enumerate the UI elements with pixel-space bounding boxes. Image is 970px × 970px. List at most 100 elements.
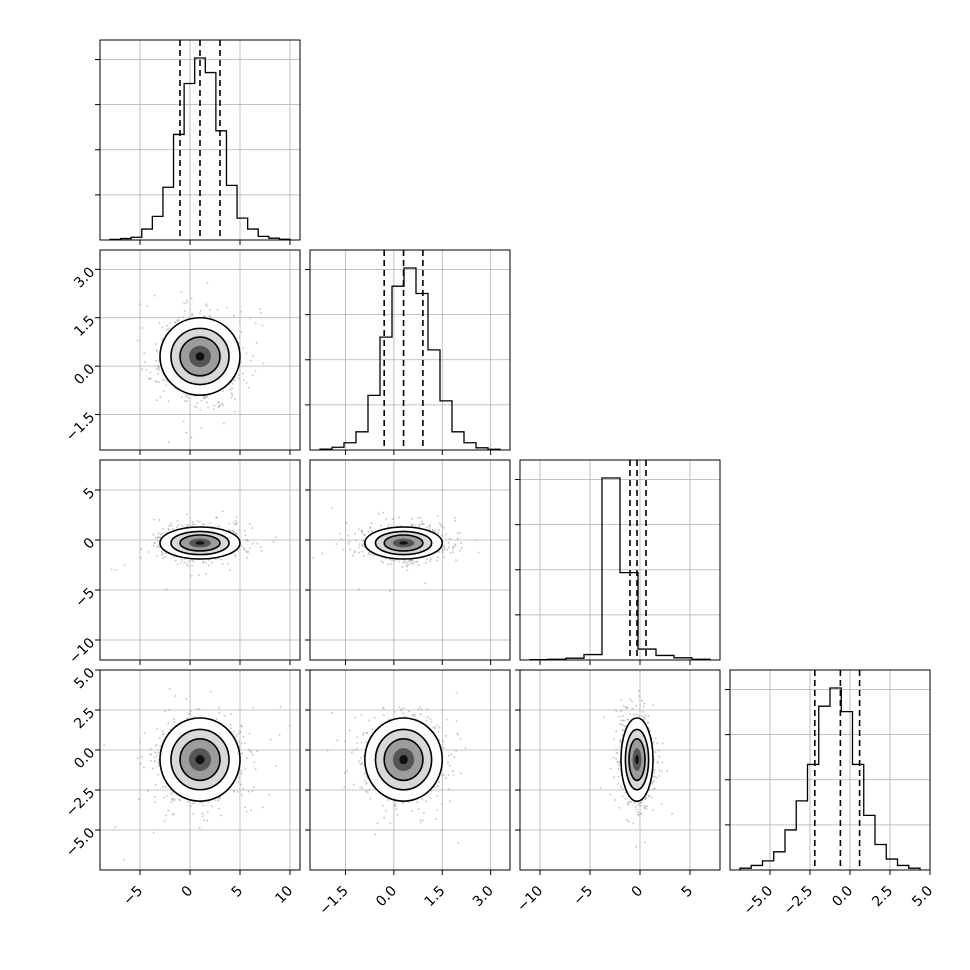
sample-point xyxy=(449,551,452,554)
sample-point xyxy=(190,297,193,300)
sample-point xyxy=(643,702,646,705)
sample-point xyxy=(146,305,149,308)
sample-point xyxy=(233,314,236,317)
sample-point xyxy=(453,756,456,759)
contour-2 xyxy=(383,534,424,552)
sample-point xyxy=(110,568,113,571)
sample-point xyxy=(232,790,235,793)
density-level-4 xyxy=(399,755,408,765)
sample-point xyxy=(396,813,399,816)
sample-point xyxy=(147,551,150,554)
sample-point xyxy=(442,740,445,743)
sample-point xyxy=(232,529,235,532)
sample-point xyxy=(343,740,346,743)
sample-point xyxy=(123,858,126,861)
sample-point xyxy=(239,731,242,734)
sample-point xyxy=(437,556,440,559)
sample-point xyxy=(189,713,192,716)
sample-point xyxy=(382,706,385,709)
sample-point xyxy=(360,756,363,759)
sample-point xyxy=(155,554,158,557)
sample-point xyxy=(417,808,420,811)
sample-point xyxy=(168,708,171,711)
sample-point xyxy=(181,524,184,527)
sample-point xyxy=(168,524,171,527)
sample-point xyxy=(635,808,638,811)
sample-point xyxy=(358,543,361,546)
sample-point xyxy=(222,422,225,425)
sample-point xyxy=(206,401,209,404)
contour-2 xyxy=(383,737,424,782)
histogram-2 xyxy=(529,477,711,660)
sample-point xyxy=(259,546,262,549)
sample-point xyxy=(167,722,170,725)
contour-1 xyxy=(170,327,230,386)
sample-point xyxy=(254,768,257,771)
sample-point xyxy=(171,797,174,800)
sample-point xyxy=(447,546,450,549)
sample-point xyxy=(438,550,441,553)
sample-point xyxy=(368,788,371,791)
sample-point xyxy=(186,299,189,302)
sample-point xyxy=(157,369,160,372)
sample-point xyxy=(167,528,170,531)
panel-1-0 xyxy=(95,249,301,455)
contour-1 xyxy=(374,728,433,791)
sample-point xyxy=(369,797,372,800)
sample-point xyxy=(428,657,430,659)
sample-point xyxy=(149,371,152,374)
sample-point xyxy=(407,563,410,566)
sample-point xyxy=(244,806,247,809)
sample-point xyxy=(438,522,441,525)
sample-point xyxy=(140,548,143,551)
sample-point xyxy=(153,795,156,798)
sample-point xyxy=(454,519,457,522)
sample-point xyxy=(179,561,182,564)
sample-point xyxy=(459,772,462,775)
sample-point xyxy=(410,559,413,562)
sample-point xyxy=(231,387,234,390)
sample-point xyxy=(439,524,442,527)
sample-point xyxy=(448,764,451,767)
sample-point xyxy=(360,713,363,716)
sample-point xyxy=(400,708,403,711)
sample-point xyxy=(434,529,437,532)
sample-point xyxy=(348,540,351,543)
sample-point xyxy=(206,395,209,398)
sample-point xyxy=(227,562,230,565)
sample-point xyxy=(613,776,616,779)
sample-point xyxy=(217,797,220,800)
panel-0-0 xyxy=(95,39,301,245)
density-level-4 xyxy=(195,541,205,545)
sample-point xyxy=(174,559,177,562)
sample-point xyxy=(235,516,238,519)
sample-point xyxy=(153,760,156,763)
sample-point xyxy=(161,730,164,733)
sample-point xyxy=(256,542,259,545)
panel-frame xyxy=(99,249,301,451)
sample-point xyxy=(435,818,438,821)
sample-point xyxy=(361,550,364,553)
sample-point xyxy=(234,555,237,558)
sample-point xyxy=(430,789,433,792)
sample-point xyxy=(289,724,292,727)
sample-point xyxy=(216,309,219,312)
contour-0 xyxy=(159,316,241,396)
sample-point xyxy=(241,372,244,375)
sample-point xyxy=(629,713,632,716)
sample-point xyxy=(154,379,157,382)
sample-point xyxy=(255,341,258,344)
sample-point xyxy=(172,527,175,530)
sample-point xyxy=(243,529,246,532)
sample-point xyxy=(418,525,421,528)
sample-point xyxy=(204,303,207,306)
sample-point xyxy=(240,752,243,755)
sample-point xyxy=(173,798,176,801)
sample-point xyxy=(416,516,419,519)
sample-point xyxy=(383,708,386,711)
sample-point xyxy=(349,548,352,551)
sample-point xyxy=(213,404,216,407)
sample-point xyxy=(185,394,188,397)
sample-point xyxy=(205,572,208,575)
sample-point xyxy=(361,530,364,533)
